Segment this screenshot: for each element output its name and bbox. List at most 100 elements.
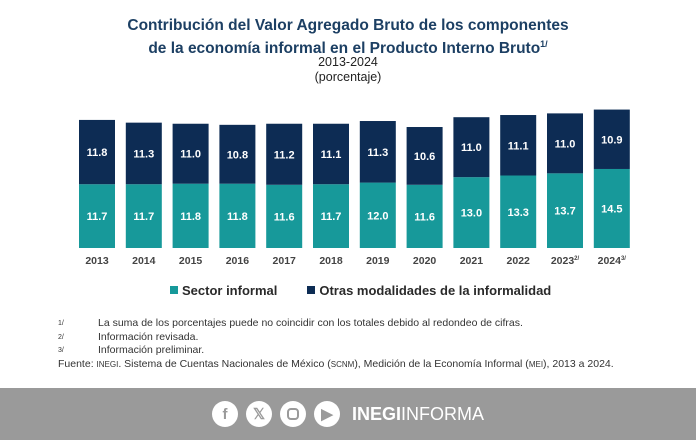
legend-swatch [170,286,178,294]
x-tick-label: 2014 [132,255,156,267]
x-tick-label: 20232/ [551,255,580,267]
footnote-mark: 3/ [58,347,64,354]
bar-segment-otras [359,121,396,183]
data-label: 11.7 [321,211,342,223]
bar-segment-otras [125,122,162,185]
x-icon[interactable]: 𝕏 [245,401,272,427]
footnote-text: Información preliminar. [98,344,205,356]
source: Fuente: INEGI. Sistema de Cuentas Nacion… [58,358,614,372]
bar-segment-otras [79,119,115,185]
source-text: ), 2013 a 2024. [543,357,614,370]
x-tick-label: 2015 [179,255,203,267]
source-org: INEGI [96,359,119,369]
source-label: Fuente: [58,357,94,370]
chart-subtitle: 2013-2024 [318,55,378,69]
title-line-2: de la economía informal en el Producto I… [148,40,541,58]
data-label: 11.6 [414,211,435,223]
data-label: 12.0 [367,210,388,222]
x-tick-label: 2018 [319,255,343,267]
data-label: 14.5 [601,203,622,215]
footnotes: 1/La suma de los porcentajes puede no co… [58,317,614,371]
footnote-mark: 1/ [58,320,64,327]
legend: Sector informal Otras modalidades de la … [170,283,551,298]
brand-bold: INEGI [351,403,401,424]
bar-segment-sector-informal [453,177,490,248]
bar-segment-sector-informal [219,183,256,248]
footnote: 3/Información preliminar. [58,344,614,358]
bar-segment-sector-informal [547,173,583,248]
bar-segment-sector-informal [79,184,115,248]
bar-segment-otras [266,123,303,185]
data-label: 11.7 [133,211,154,223]
data-label: 13.0 [461,208,482,220]
data-label: 13.3 [507,207,528,219]
source-text: ), Medición de la Economía Informal ( [354,357,529,370]
data-label: 11.1 [508,140,529,152]
data-label: 11.0 [461,142,482,154]
bar-segment-sector-informal [172,183,209,248]
youtube-icon[interactable]: ▶ [313,401,340,427]
footer-bar: f 𝕏 ▶ INEGIINFORMA [0,388,696,440]
bar-segment-sector-informal [359,182,396,248]
data-label: 10.9 [601,134,622,146]
x-tick-label: 2017 [273,255,297,267]
facebook-icon[interactable]: f [211,401,238,427]
bar-segment-otras [313,123,349,185]
x-tick-label: 2016 [226,255,250,267]
footnote-mark: 2/ [58,333,64,341]
title-note: 1/ [540,39,548,49]
bar-segment-sector-informal [313,184,349,248]
bar-segment-otras [500,115,537,176]
data-label: 11.0 [180,149,201,161]
x-tick-label: 2020 [413,255,437,267]
chart-title: Contribución del Valor Agregado Bruto de… [0,16,696,58]
bar-segment-sector-informal [593,168,630,248]
footnote: 1/La suma de los porcentajes puede no co… [58,317,614,331]
legend-item-sector-informal: Sector informal [170,283,277,298]
bar-segment-sector-informal [266,184,303,248]
x-tick-label: 2013 [85,255,109,267]
x-tick-label: 20243/ [598,255,627,267]
bar-segment-otras [453,117,490,178]
data-label: 13.7 [554,206,575,218]
footnote: 2/Información revisada. [58,331,614,345]
data-label: 11.8 [227,211,248,223]
data-label: 10.6 [414,151,435,163]
bar-segment-otras [547,113,583,174]
data-label: 11.7 [87,211,108,223]
legend-label: Otras modalidades de la informalidad [319,283,552,298]
legend-label: Sector informal [182,283,278,298]
data-label: 11.8 [180,211,201,223]
bar-segment-sector-informal [406,184,443,248]
data-label: 11.2 [274,149,295,161]
bar-chart: 11.7 11.8 2013 11.7 11.3 2014 11.8 11.0 2015 11.8… [79,109,630,267]
data-label: 11.3 [367,147,388,159]
brand-logo[interactable]: INEGIINFORMA [352,404,484,425]
brand-light: INFORMA [401,403,484,424]
bar-segment-otras [172,123,209,184]
source-abbr: MEI [528,359,544,369]
x-tick-label: 2021 [460,255,484,267]
x-tick-label: 2022 [507,255,531,267]
data-label: 11.1 [321,149,342,161]
bar-segment-sector-informal [125,184,162,248]
legend-item-otras: Otras modalidades de la informalidad [307,283,551,298]
bar-segment-sector-informal [500,175,537,248]
data-label: 11.3 [133,148,154,160]
data-label: 11.6 [274,211,295,223]
instagram-icon[interactable] [279,401,306,427]
data-label: 11.8 [87,147,108,159]
source-abbr: SCNM [330,359,355,369]
bar-segment-otras [593,109,630,169]
data-label: 10.8 [227,149,248,161]
title-line-1: Contribución del Valor Agregado Bruto de… [127,17,569,34]
x-tick-label: 2019 [366,255,390,267]
legend-swatch [307,286,316,294]
source-text: . Sistema de Cuentas Nacionales de Méxic… [118,357,331,370]
footnote-text: La suma de los porcentajes puede no coin… [98,317,523,329]
bar-segment-otras [219,124,256,184]
footnote-text: Información revisada. [98,330,199,343]
bar-segment-otras [406,127,443,185]
chart-unit: (porcentaje) [314,70,382,84]
data-label: 11.0 [555,138,576,150]
